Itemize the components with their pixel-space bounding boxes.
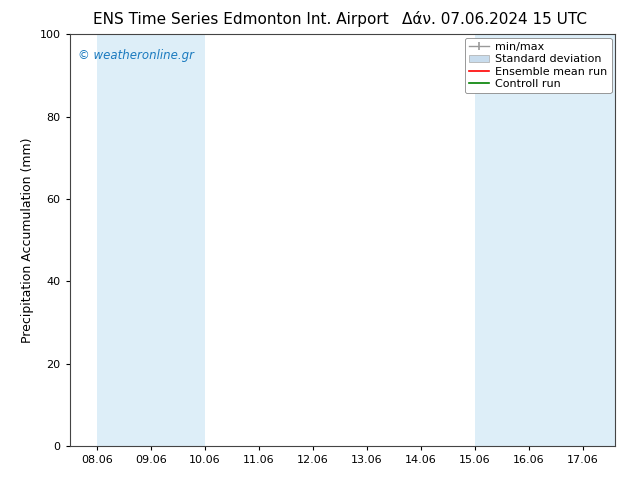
Bar <box>97 34 205 446</box>
Text: © weatheronline.gr: © weatheronline.gr <box>78 49 194 62</box>
Legend: min/max, Standard deviation, Ensemble mean run, Controll run: min/max, Standard deviation, Ensemble me… <box>465 38 612 93</box>
Bar <box>475 34 583 446</box>
Text: ENS Time Series Edmonton Int. Airport: ENS Time Series Edmonton Int. Airport <box>93 12 389 27</box>
Bar <box>583 34 615 446</box>
Text: Δάν. 07.06.2024 15 UTC: Δάν. 07.06.2024 15 UTC <box>402 12 587 27</box>
Y-axis label: Precipitation Accumulation (mm): Precipitation Accumulation (mm) <box>21 137 34 343</box>
